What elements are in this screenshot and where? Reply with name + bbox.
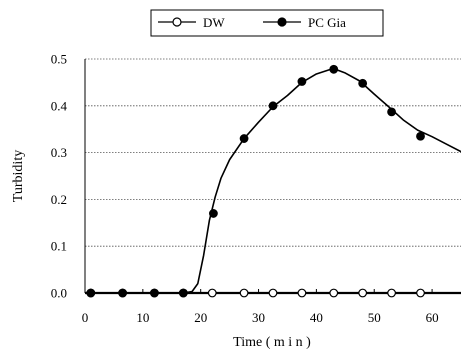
- tick-labels: 0.0 0.1 0.2 0.3 0.4 0.5 0 10 20 30 40 50 60: [51, 52, 439, 326]
- data-point-dw: [239, 288, 249, 298]
- x-tick-label: 40: [310, 310, 323, 325]
- legend-dw-marker: [172, 17, 182, 27]
- data-point-pc-gia: [329, 64, 339, 74]
- axes: [84, 59, 461, 294]
- data-point-pc-gia: [358, 78, 368, 88]
- y-tick-label: 0.5: [51, 52, 67, 67]
- legend-box: [150, 9, 384, 37]
- x-axis-title: Time ( m i n ): [233, 335, 311, 350]
- data-point-dw: [207, 288, 217, 298]
- y-tick-label: 0.0: [51, 286, 67, 301]
- series-line-pc-gia: [85, 68, 461, 294]
- data-point-dw: [297, 288, 307, 298]
- series: [85, 64, 461, 298]
- data-point-pc-gia: [118, 288, 127, 298]
- data-point-dw: [416, 288, 425, 298]
- x-tick-label: 20: [194, 310, 207, 325]
- data-point-pc-gia: [387, 107, 396, 117]
- data-point-dw: [268, 288, 278, 298]
- data-point-pc-gia: [239, 134, 249, 143]
- y-tick-label: 0.1: [51, 239, 67, 254]
- data-point-pc-gia: [178, 288, 188, 298]
- legend-dw-label: DW: [203, 15, 225, 30]
- x-tick-label: 30: [252, 310, 265, 325]
- data-point-dw: [329, 288, 339, 298]
- data-point-pc-gia: [297, 77, 307, 86]
- x-tick-label: 0: [82, 310, 89, 325]
- legend-pcgia-marker: [277, 17, 287, 27]
- legend: DW PC Gia: [150, 9, 384, 37]
- data-point-dw: [358, 288, 368, 298]
- gridlines: [85, 58, 461, 247]
- x-tick-label: 10: [136, 310, 149, 325]
- x-tick-label: 60: [426, 310, 439, 325]
- y-axis-title: Turbidity: [11, 150, 26, 202]
- y-tick-label: 0.2: [51, 192, 67, 207]
- data-point-pc-gia: [86, 288, 96, 298]
- data-point-pc-gia: [150, 288, 159, 298]
- legend-pcgia-label: PC Gia: [308, 15, 346, 30]
- data-point-pc-gia: [209, 209, 218, 218]
- data-point-dw: [387, 288, 396, 298]
- y-tick-label: 0.3: [51, 145, 67, 160]
- y-tick-label: 0.4: [51, 98, 68, 113]
- data-point-pc-gia: [268, 101, 278, 111]
- data-point-pc-gia: [416, 131, 425, 141]
- x-tick-label: 50: [368, 310, 381, 325]
